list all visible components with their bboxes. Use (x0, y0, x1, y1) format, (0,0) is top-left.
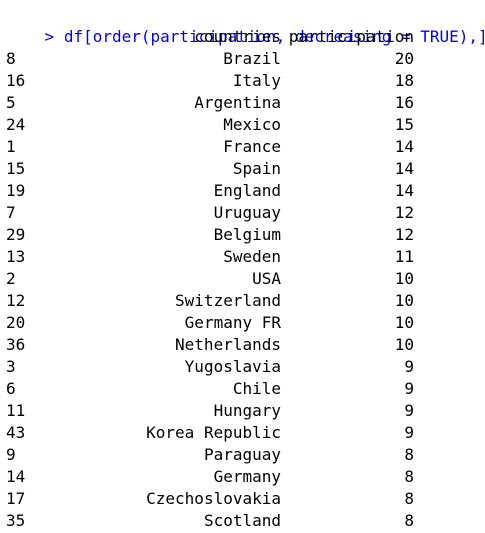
row-index: 16 (6, 71, 26, 90)
table-row: 6 Chile 9 (6, 378, 481, 400)
row-participation: 8 (404, 511, 414, 530)
row-participation: 15 (394, 115, 414, 134)
command-text[interactable]: df[order(participation, decreasing = TRU… (63, 27, 485, 46)
row-participation: 14 (394, 159, 414, 178)
header-countries: countries (194, 27, 281, 46)
r-console[interactable]: > df[order(participation, decreasing = T… (6, 4, 485, 532)
row-participation: 9 (404, 423, 414, 442)
table-row: 9 Paraguay 8 (6, 444, 481, 466)
row-country: England (213, 181, 281, 200)
table-row: 13 Sweden 11 (6, 246, 481, 268)
table-row: 16 Italy 18 (6, 70, 481, 92)
row-country: Mexico (223, 115, 281, 134)
row-index: 43 (6, 423, 26, 442)
row-country: Italy (232, 71, 281, 90)
row-country: Sweden (223, 247, 281, 266)
row-index: 19 (6, 181, 26, 200)
table-row: 19 England 14 (6, 180, 481, 202)
table-row: 29 Belgium 12 (6, 224, 481, 246)
row-participation: 16 (394, 93, 414, 112)
table-body: 8 Brazil 20 16 Italy 18 5 Argentina 16 24 Mexico 15… (6, 48, 481, 532)
row-index: 35 (6, 511, 26, 530)
table-row: 17 Czechoslovakia 8 (6, 488, 481, 510)
row-country: Paraguay (203, 445, 281, 464)
row-index: 15 (6, 159, 26, 178)
row-index: 17 (6, 489, 26, 508)
row-participation: 9 (404, 357, 414, 376)
row-index: 3 (6, 357, 16, 376)
row-index: 6 (6, 379, 16, 398)
row-index: 8 (6, 49, 16, 68)
row-participation: 20 (394, 49, 414, 68)
table-row: 35 Scotland 8 (6, 510, 481, 532)
row-participation: 18 (394, 71, 414, 90)
row-country: Germany (213, 467, 281, 486)
table-row: 11 Hungary 9 (6, 400, 481, 422)
row-index: 11 (6, 401, 26, 420)
row-country: Netherlands (175, 335, 281, 354)
table-row: 12 Switzerland 10 (6, 290, 481, 312)
row-country: Czechoslovakia (146, 489, 281, 508)
row-country: Brazil (223, 49, 281, 68)
row-country: Uruguay (213, 203, 281, 222)
row-participation: 10 (394, 313, 414, 332)
command-line[interactable]: > df[order(participation, decreasing = T… (6, 4, 485, 46)
table-row: 24 Mexico 15 (6, 114, 481, 136)
table-row: 8 Brazil 20 (6, 48, 481, 70)
table-row: 43 Korea Republic 9 (6, 422, 481, 444)
row-country: Scotland (203, 511, 281, 530)
row-participation: 8 (404, 489, 414, 508)
row-country: Korea Republic (146, 423, 281, 442)
console-prompt: > (44, 27, 55, 46)
row-participation: 10 (394, 291, 414, 310)
table-row: 5 Argentina 16 (6, 92, 481, 114)
table-row: 14 Germany 8 (6, 466, 481, 488)
header-participation: participation (288, 27, 414, 46)
row-index: 9 (6, 445, 16, 464)
row-country: Yugoslavia (184, 357, 281, 376)
row-index: 14 (6, 467, 26, 486)
table-row: 2 USA 10 (6, 268, 481, 290)
row-country: Switzerland (175, 291, 281, 310)
table-row: 36 Netherlands 10 (6, 334, 481, 356)
row-country: Belgium (213, 225, 281, 244)
row-index: 24 (6, 115, 26, 134)
row-country: Hungary (213, 401, 281, 420)
row-participation: 11 (394, 247, 414, 266)
row-participation: 10 (394, 269, 414, 288)
table-header: countries participation (6, 26, 481, 48)
row-index: 20 (6, 313, 26, 332)
row-country: USA (252, 269, 281, 288)
row-participation: 12 (394, 203, 414, 222)
row-country: Spain (232, 159, 281, 178)
row-index: 5 (6, 93, 16, 112)
row-participation: 9 (404, 379, 414, 398)
row-participation: 8 (404, 445, 414, 464)
row-participation: 8 (404, 467, 414, 486)
row-index: 2 (6, 269, 16, 288)
row-participation: 14 (394, 137, 414, 156)
table-row: 20 Germany FR 10 (6, 312, 481, 334)
row-index: 1 (6, 137, 16, 156)
row-participation: 10 (394, 335, 414, 354)
row-country: Argentina (194, 93, 281, 112)
table-row: 7 Uruguay 12 (6, 202, 481, 224)
row-index: 7 (6, 203, 16, 222)
row-country: Germany FR (184, 313, 281, 332)
row-participation: 12 (394, 225, 414, 244)
table-row: 1 France 14 (6, 136, 481, 158)
row-index: 36 (6, 335, 26, 354)
table-row: 15 Spain 14 (6, 158, 481, 180)
row-country: France (223, 137, 281, 156)
row-participation: 9 (404, 401, 414, 420)
row-index: 13 (6, 247, 26, 266)
row-index: 29 (6, 225, 26, 244)
row-index: 12 (6, 291, 26, 310)
row-country: Chile (232, 379, 281, 398)
table-row: 3 Yugoslavia 9 (6, 356, 481, 378)
row-participation: 14 (394, 181, 414, 200)
